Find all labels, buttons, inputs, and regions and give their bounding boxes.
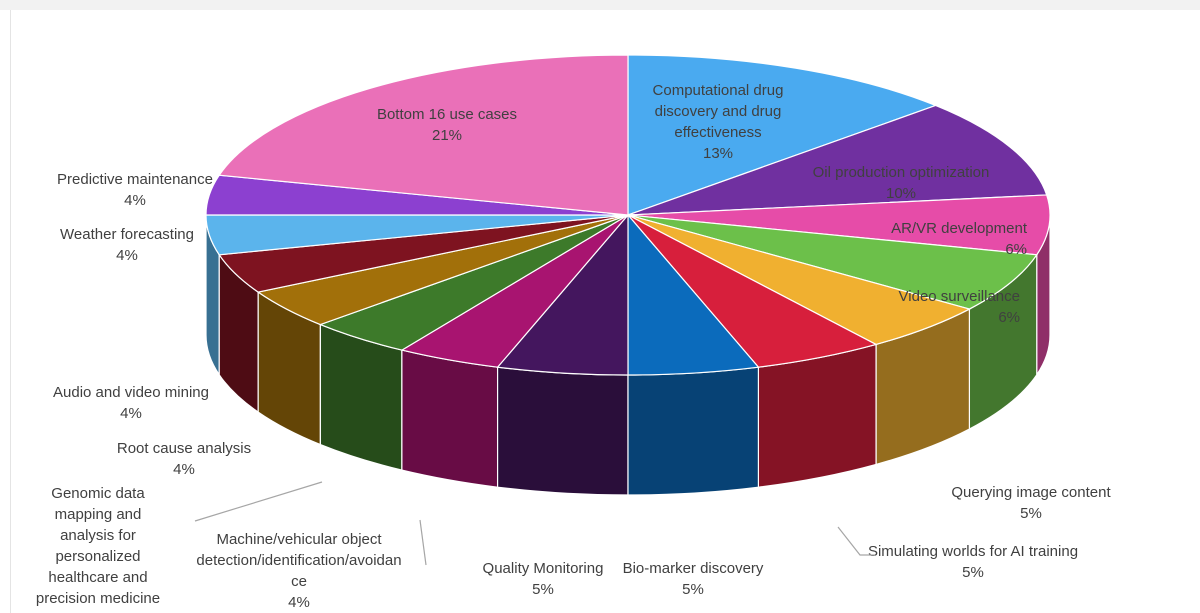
slice-label-4: Querying image content 5% bbox=[951, 484, 1111, 522]
slice-label-1: Oil production optimization 10% bbox=[813, 164, 990, 202]
slice-name-12: Weather forecasting bbox=[60, 226, 194, 243]
slice-name-1: Oil production optimization bbox=[813, 164, 990, 181]
slice-name-7: Quality Monitoring bbox=[483, 560, 604, 577]
slice-name-6: Bio-marker discovery bbox=[623, 560, 764, 577]
pie-side-5 bbox=[757, 343, 877, 488]
pie-slice-2 bbox=[627, 194, 1051, 256]
slice-name-5: Simulating worlds for AI training bbox=[868, 543, 1078, 560]
pie-slice-14 bbox=[218, 54, 629, 216]
slice-label-6: Bio-marker discovery 5% bbox=[623, 560, 764, 598]
pie-slice-3 bbox=[627, 214, 1038, 310]
top-strip bbox=[0, 0, 1200, 10]
slice-percent-10: 4% bbox=[173, 461, 195, 478]
slice-label-3: Video surveillance 6% bbox=[899, 288, 1020, 326]
slice-name-13: Predictive maintenance bbox=[57, 171, 213, 188]
slice-percent-3: 6% bbox=[998, 309, 1020, 326]
pie-side-6 bbox=[627, 366, 760, 496]
slice-label-2: AR/VR development 6% bbox=[891, 220, 1028, 258]
slice-percent-6: 5% bbox=[682, 581, 704, 598]
slice-name-9: healthcare and bbox=[48, 569, 147, 586]
slice-name-8: ce bbox=[291, 573, 307, 590]
slice-name-9: mapping and bbox=[55, 506, 142, 523]
leader-line-2 bbox=[419, 519, 427, 566]
pie-side-8 bbox=[401, 349, 499, 488]
slice-name-4: Querying image content bbox=[951, 484, 1111, 501]
slice-label-11: Audio and video mining 4% bbox=[53, 384, 209, 422]
slice-name-11: Audio and video mining bbox=[53, 384, 209, 401]
slice-label-12: Weather forecasting 4% bbox=[60, 226, 194, 264]
slice-name-0: Computational drug bbox=[653, 82, 784, 99]
slice-name-9: Genomic data bbox=[51, 485, 145, 502]
slice-label-8: Machine/vehicular object detection/identi… bbox=[196, 531, 401, 611]
slice-percent-14: 21% bbox=[432, 127, 462, 144]
slice-label-10: Root cause analysis 4% bbox=[117, 440, 251, 478]
leader-line-0 bbox=[837, 526, 875, 556]
slice-percent-11: 4% bbox=[120, 405, 142, 422]
slice-label-0: Computational drug discovery and drug effe… bbox=[653, 82, 784, 162]
slice-name-2: AR/VR development bbox=[891, 220, 1028, 237]
pie-side-7 bbox=[496, 366, 629, 496]
pie-slice-0 bbox=[627, 54, 938, 216]
slice-name-9: personalized bbox=[55, 548, 140, 565]
slice-label-14: Bottom 16 use cases 21% bbox=[377, 106, 517, 144]
slice-label-13: Predictive maintenance 4% bbox=[57, 171, 213, 209]
slice-percent-8: 4% bbox=[288, 594, 310, 611]
slice-percent-1: 10% bbox=[886, 185, 916, 202]
slice-name-9: analysis for bbox=[60, 527, 136, 544]
left-border bbox=[10, 10, 11, 613]
leader-line-1 bbox=[194, 481, 323, 522]
slice-name-14: Bottom 16 use cases bbox=[377, 106, 517, 123]
slice-name-8: detection/identification/avoidan bbox=[196, 552, 401, 569]
slice-percent-2: 6% bbox=[1005, 241, 1027, 258]
slice-percent-5: 5% bbox=[962, 564, 984, 581]
slice-name-9: precision medicine bbox=[36, 590, 160, 607]
slice-percent-7: 5% bbox=[532, 581, 554, 598]
slice-percent-12: 4% bbox=[116, 247, 138, 264]
slice-name-3: Video surveillance bbox=[899, 288, 1020, 305]
pie-labels: Computational drug discovery and drug effe… bbox=[36, 82, 1112, 613]
slice-label-5: Simulating worlds for AI training 5% bbox=[868, 543, 1078, 581]
slice-label-9: Genomic data mapping and analysis for perso… bbox=[36, 485, 160, 613]
slice-name-0: discovery and drug bbox=[655, 103, 782, 120]
slice-name-0: effectiveness bbox=[674, 124, 761, 141]
slice-name-8: Machine/vehicular object bbox=[216, 531, 382, 548]
pie-slice-1 bbox=[627, 104, 1048, 216]
pie-sides bbox=[205, 214, 1051, 496]
slice-label-7: Quality Monitoring 5% bbox=[483, 560, 604, 598]
slice-percent-13: 4% bbox=[124, 192, 146, 209]
slice-name-10: Root cause analysis bbox=[117, 440, 251, 457]
slice-percent-4: 5% bbox=[1020, 505, 1042, 522]
slice-percent-0: 13% bbox=[703, 145, 733, 162]
slice-percent-9: 4% bbox=[87, 611, 109, 613]
pie-top bbox=[205, 54, 1051, 376]
